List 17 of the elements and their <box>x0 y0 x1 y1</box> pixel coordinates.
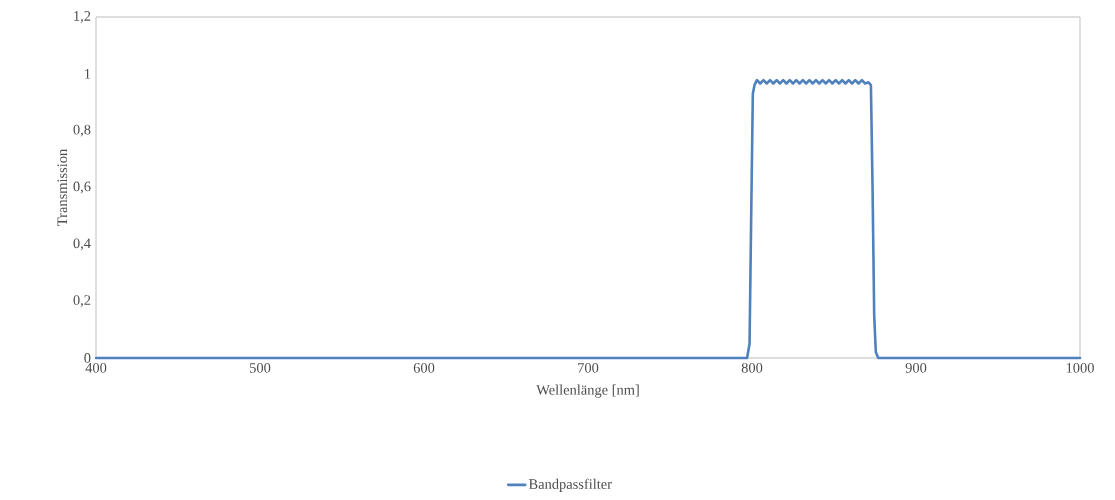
x-tick-label: 1000 <box>1066 363 1094 373</box>
x-tick-label: 500 <box>250 363 271 373</box>
x-tick-label: 600 <box>413 363 435 373</box>
y-tick-label: 0,8 <box>73 124 91 137</box>
y-tick-label: 0,6 <box>73 181 91 194</box>
y-tick-label: 0 <box>84 353 91 363</box>
x-tick-label: 800 <box>741 363 763 373</box>
y-tick-label: 0,2 <box>73 295 91 308</box>
legend-label: Bandpassfilter <box>528 478 612 492</box>
x-axis-title: Wellenlänge [nm] <box>536 384 639 398</box>
y-tick-label: 1 <box>85 69 91 79</box>
y-tick-label: 0,4 <box>73 238 91 251</box>
y-axis-title: Transmission <box>57 149 68 226</box>
x-tick-label: 400 <box>85 363 107 373</box>
x-tick-label: 700 <box>578 363 599 373</box>
x-tick-label: 900 <box>905 363 927 373</box>
y-tick-label: 1,2 <box>74 11 91 23</box>
